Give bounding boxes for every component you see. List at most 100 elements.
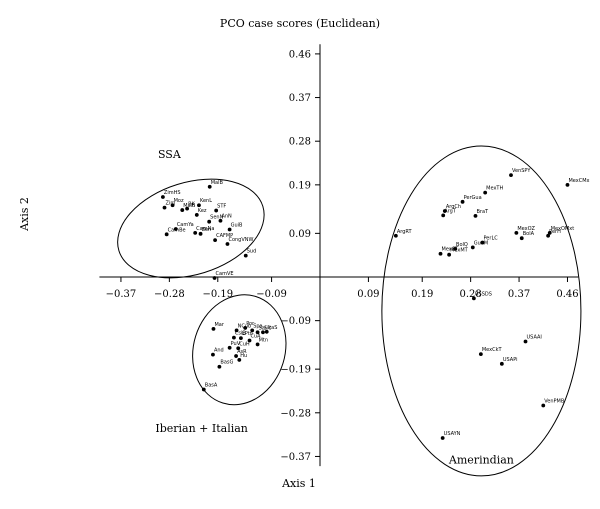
data-point-label: PerH	[549, 229, 561, 235]
y-tick-label: −0.19	[280, 365, 311, 376]
data-points: ZimHSZimMozMalBBKKenLMalBSTFKezSenNAnNGu…	[161, 168, 590, 440]
y-axis-label: Axis 2	[18, 197, 31, 232]
group-label: Amerindian	[448, 454, 514, 467]
data-point	[250, 328, 255, 333]
data-point	[243, 326, 248, 330]
data-point	[471, 296, 476, 301]
data-point-label: BolQ	[456, 242, 468, 248]
data-point-label: USAYN	[444, 431, 461, 437]
data-point	[239, 336, 243, 341]
data-point-label: Ben	[202, 227, 212, 233]
data-point	[170, 203, 175, 208]
data-point-label: MexOZ	[517, 226, 535, 232]
data-point-label: ArgCh	[446, 204, 461, 210]
data-point	[453, 246, 457, 251]
data-point-label: CamNa	[196, 226, 214, 232]
data-point	[185, 206, 190, 211]
data-point-label: VenSPY	[512, 168, 531, 174]
data-point-label: BasG	[220, 360, 233, 366]
x-tick-label: 0.28	[460, 289, 482, 300]
data-point	[478, 352, 483, 357]
data-point	[264, 329, 269, 334]
data-point	[255, 330, 260, 335]
data-point-label: BK	[188, 202, 195, 208]
data-point	[193, 230, 198, 235]
data-point	[218, 218, 223, 223]
data-point	[213, 238, 217, 243]
data-point-label: Mtn	[259, 337, 268, 343]
data-point	[243, 253, 248, 258]
data-point-label: CamYa	[177, 222, 194, 228]
data-point	[197, 203, 201, 208]
data-point-label: ArgT	[444, 208, 457, 214]
data-point-label: MexTH	[486, 186, 503, 192]
data-point-label: CAFMP	[216, 233, 233, 239]
data-point	[161, 195, 165, 199]
data-point	[212, 276, 217, 280]
data-point-label: Spa	[253, 323, 262, 329]
x-tick-label: −0.28	[154, 289, 185, 300]
group-label: Iberian + Italian	[155, 422, 248, 435]
y-tick-label: −0.28	[280, 408, 311, 419]
x-tick-label: 0.09	[357, 289, 379, 300]
data-point-label: MexOMxt	[551, 226, 574, 232]
data-point	[541, 403, 546, 408]
data-point	[480, 240, 485, 245]
group-ellipse	[117, 178, 265, 279]
data-point-label: And	[214, 348, 224, 354]
x-tick-label: −0.37	[106, 289, 137, 300]
data-point-label: Sal	[259, 325, 267, 331]
data-point	[514, 230, 519, 235]
data-point-label: VenPMB	[544, 399, 565, 405]
y-tick-label: 0.28	[289, 137, 311, 148]
data-point-label: BraT	[476, 209, 489, 215]
data-point-label: CongVNW	[228, 237, 253, 243]
data-point-label: BasA	[205, 383, 218, 389]
data-point-label: ZimHS	[164, 190, 181, 196]
data-point	[247, 338, 252, 343]
x-tick-label: −0.19	[202, 289, 233, 300]
x-tick-label: −0.09	[256, 289, 287, 300]
data-point	[460, 199, 465, 204]
y-tick-label: −0.09	[280, 316, 311, 327]
data-point	[217, 364, 222, 369]
data-point	[232, 335, 236, 340]
data-point-label: ArgRT	[397, 229, 413, 235]
data-point-label: Zim	[166, 201, 176, 207]
data-point-label: MalB	[183, 203, 196, 209]
data-point	[255, 342, 260, 347]
x-tick-label: 0.37	[508, 289, 530, 300]
data-point-label: MalB	[211, 180, 224, 186]
data-point	[523, 339, 528, 344]
data-point-label: PuV	[231, 341, 241, 347]
chart-title: PCO case scores (Euclidean)	[220, 17, 380, 30]
data-point	[483, 190, 488, 195]
data-point-label: MexCkT	[482, 347, 503, 353]
data-point	[473, 213, 478, 218]
data-point-label: Hu	[240, 353, 247, 359]
data-point	[234, 354, 238, 358]
data-point	[207, 219, 212, 224]
data-point-label: LPtn	[242, 331, 253, 337]
y-tick-label: 0.37	[289, 93, 311, 104]
data-point	[162, 205, 167, 210]
data-point-label: USAPi	[503, 357, 518, 363]
data-point	[546, 233, 551, 238]
data-point-label: Sud	[247, 249, 257, 255]
data-point	[207, 184, 212, 189]
group-ellipses: SSA Iberian + Italian Amerindian	[117, 145, 582, 477]
data-point-label: PerGua	[464, 195, 482, 201]
data-point	[180, 208, 185, 212]
data-point	[201, 387, 206, 392]
data-point-label: MexCT	[442, 247, 460, 253]
data-point-label: Moz	[174, 198, 184, 204]
data-point	[211, 326, 216, 331]
data-point	[214, 208, 219, 213]
data-point-label: MexMT	[450, 248, 469, 254]
group-ellipse	[192, 294, 287, 406]
data-point-label: Por	[246, 321, 255, 327]
data-point	[565, 182, 570, 187]
data-point	[173, 227, 178, 231]
data-point	[211, 352, 215, 357]
